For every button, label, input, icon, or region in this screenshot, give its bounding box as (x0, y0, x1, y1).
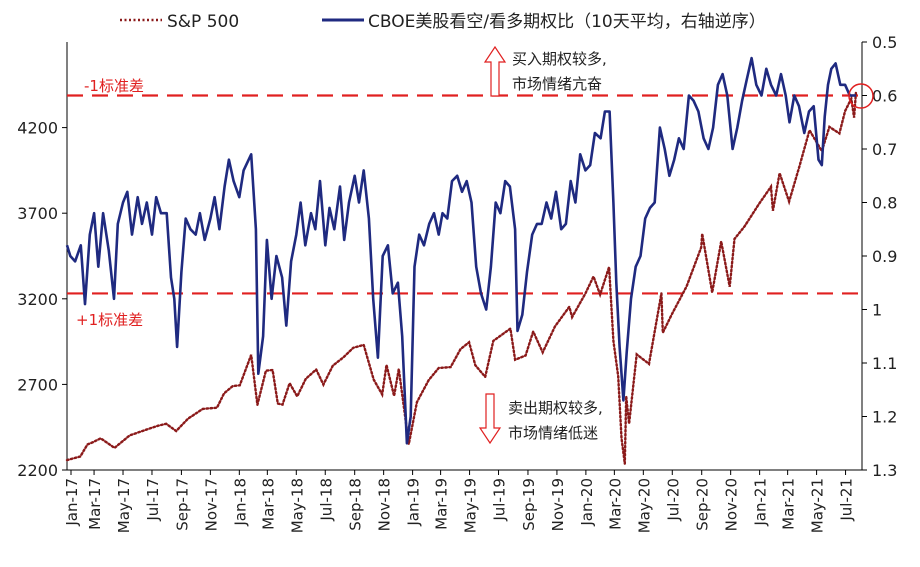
reference-lines (67, 94, 862, 295)
left-tick-label: 3200 (17, 290, 58, 309)
left-tick-label: 2700 (17, 375, 58, 394)
x-tick-label: Mar-17 (86, 478, 104, 530)
left-axis-ticks: 2200 2700 3200 3700 4200 (17, 119, 67, 480)
x-tick-label: Jan-17 (63, 478, 81, 527)
right-tick-label: 0.5 (872, 33, 897, 52)
x-tick-label: Nov-20 (723, 478, 741, 531)
annotation-up: 买入期权较多, 市场情绪亢奋 (483, 45, 607, 97)
highlight-circle (848, 83, 874, 109)
annotation-up-line-2: 市场情绪亢奋 (512, 75, 602, 93)
x-tick-label: Nov-18 (376, 478, 394, 531)
x-tick-label: Jan-19 (405, 478, 423, 527)
annotation-down: 卖出期权较多, 市场情绪低迷 (478, 393, 603, 445)
x-tick-label: Jan-20 (578, 478, 596, 527)
x-tick-label: May-20 (635, 478, 653, 533)
right-tick-label: 1.1 (872, 354, 897, 373)
series-line-cboe-put-call (65, 56, 856, 445)
right-tick-label: 0.6 (872, 87, 897, 106)
x-tick-label: Sep-20 (694, 478, 712, 531)
x-tick-label: May-17 (115, 478, 133, 533)
x-tick-label: Jul-18 (317, 478, 335, 522)
annotation-down-line-2: 市场情绪低迷 (508, 424, 598, 442)
x-tick-label: Sep-18 (347, 478, 365, 531)
x-tick-label: Mar-20 (606, 478, 624, 530)
x-tick-label: Jan-18 (231, 478, 249, 527)
series-line-sp500 (65, 90, 858, 464)
legend: S&P 500 CBOE美股看空/看多期权比（10天平均，右轴逆序） (120, 12, 766, 32)
right-tick-label: 0.8 (872, 194, 897, 213)
x-axis-ticks: Jan-17 Mar-17 May-17 Jul-17 Sep-17 Nov-17 Jan-… (63, 470, 856, 533)
down-arrow-icon (478, 393, 502, 445)
x-tick-label: May-21 (809, 478, 827, 533)
x-tick-label: Sep-19 (520, 478, 538, 531)
right-tick-label: 0.7 (872, 140, 897, 159)
x-tick-label: Sep-17 (173, 478, 191, 531)
x-tick-label: May-18 (288, 478, 306, 533)
right-tick-label: 1.2 (872, 408, 897, 427)
right-tick-label: 1 (872, 301, 882, 320)
left-tick-label: 2200 (17, 461, 58, 480)
x-tick-label: May-19 (462, 478, 480, 533)
x-tick-label: Nov-17 (202, 478, 220, 531)
x-tick-label: Jul-21 (838, 478, 856, 522)
right-axis-ticks: 0.5 0.6 0.7 0.8 0.9 1 1.1 1.2 1.3 (862, 33, 897, 480)
legend-label-cboe: CBOE美股看空/看多期权比（10天平均，右轴逆序） (368, 12, 766, 32)
right-tick-label: 1.3 (872, 461, 897, 480)
x-tick-label: Mar-19 (433, 478, 451, 530)
x-tick-label: Nov-19 (549, 478, 567, 531)
plus-1-std-label: +1标准差 (76, 311, 143, 329)
x-tick-label: Jan-21 (752, 478, 770, 527)
x-tick-label: Jul-20 (664, 478, 682, 522)
up-arrow-icon (483, 45, 507, 97)
annotation-up-line-1: 买入期权较多, (512, 50, 607, 68)
series-layer (65, 56, 858, 464)
minus-1-std-label: -1标准差 (84, 77, 144, 95)
x-tick-label: Jul-17 (144, 478, 162, 522)
annotation-down-line-1: 卖出期权较多, (508, 399, 603, 417)
left-tick-label: 3700 (17, 204, 58, 223)
left-tick-label: 4200 (17, 119, 58, 138)
x-tick-label: Jul-19 (491, 478, 509, 522)
right-tick-label: 0.9 (872, 247, 897, 266)
legend-label-sp500: S&P 500 (167, 12, 239, 32)
x-tick-label: Mar-21 (780, 478, 798, 530)
x-tick-label: Mar-18 (259, 478, 277, 530)
